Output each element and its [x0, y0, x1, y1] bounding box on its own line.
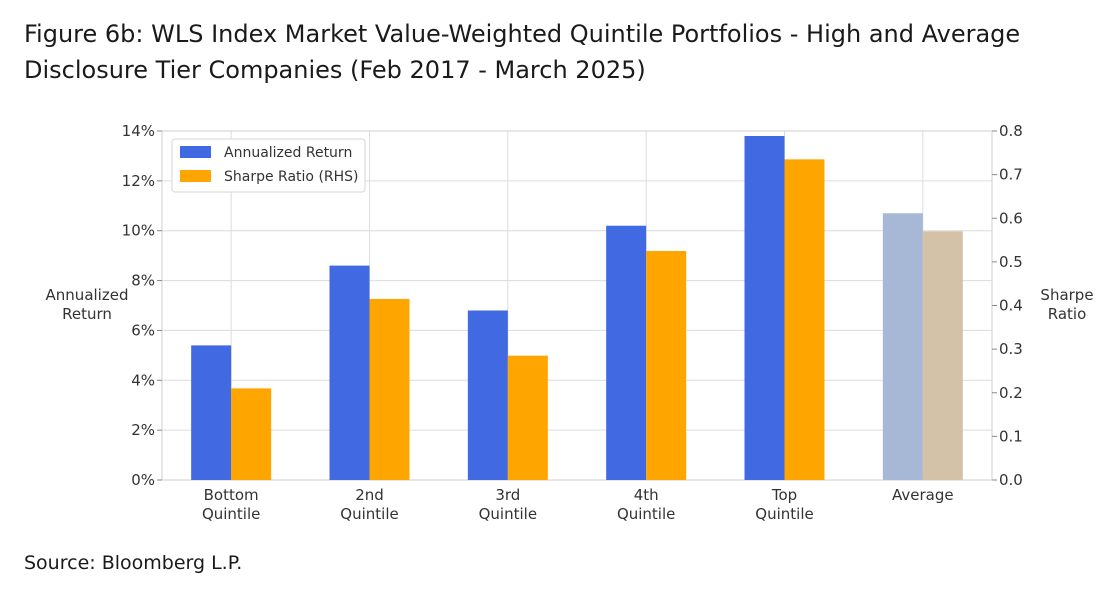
x-tick-label: Quintile [340, 505, 398, 523]
return-bar [606, 225, 647, 480]
y-left-axis-label: Return [62, 305, 112, 323]
chart-title: Figure 6b: WLS Index Market Value-Weight… [24, 16, 1084, 88]
y-left-tick-label: 8% [131, 272, 155, 290]
y-left-tick-label: 14% [122, 122, 155, 140]
x-tick-label: Top [771, 486, 797, 504]
x-tick-label: 2nd [355, 486, 384, 504]
x-tick-label: 3rd [495, 486, 520, 504]
y-left-tick-label: 10% [122, 222, 155, 240]
y-right-axis-label: Sharpe [1040, 286, 1093, 304]
y-right-axis-label: Ratio [1048, 305, 1087, 323]
return-bar [882, 213, 923, 480]
y-right-tick-label: 0.8 [999, 122, 1023, 140]
legend-swatch [180, 170, 211, 182]
y-left-tick-label: 4% [131, 371, 155, 389]
source-note: Source: Bloomberg L.P. [24, 552, 243, 574]
y-right-tick-label: 0.2 [999, 384, 1023, 402]
legend-box [171, 138, 366, 193]
y-left-tick-label: 6% [131, 321, 155, 339]
y-right-tick-label: 0.6 [999, 209, 1023, 227]
y-right-tick-label: 0.0 [999, 471, 1023, 489]
return-bar [329, 265, 370, 480]
sharpe-bar [369, 298, 410, 480]
sharpe-bar [507, 355, 548, 480]
sharpe-bar [922, 231, 963, 480]
y-left-axis-label: Annualized [46, 286, 129, 304]
return-bar [191, 345, 232, 480]
y-right-tick-label: 0.7 [999, 166, 1023, 184]
x-tick-label: Quintile [202, 505, 260, 523]
x-tick-label: Bottom [204, 486, 259, 504]
x-tick-label: Quintile [755, 505, 813, 523]
y-left-tick-label: 12% [122, 172, 155, 190]
return-bar [467, 310, 508, 480]
chart-title-line-2: Disclosure Tier Companies (Feb 2017 - Ma… [24, 56, 646, 84]
x-tick-label: 4th [634, 486, 659, 504]
y-left-tick-label: 0% [131, 471, 155, 489]
y-right-tick-label: 0.1 [999, 427, 1023, 445]
x-tick-label: Quintile [479, 505, 537, 523]
legend-label: Sharpe Ratio (RHS) [224, 169, 359, 185]
legend-label: Annualized Return [224, 145, 352, 161]
legend-swatch [180, 146, 211, 158]
y-right-tick-label: 0.4 [999, 297, 1023, 315]
x-tick-label: Quintile [617, 505, 675, 523]
sharpe-bar [784, 159, 825, 480]
y-right-tick-label: 0.3 [999, 340, 1023, 358]
x-tick-label: Average [892, 486, 954, 504]
chart-title-line-1: Figure 6b: WLS Index Market Value-Weight… [24, 20, 1021, 48]
sharpe-bar [646, 250, 687, 480]
return-bar [744, 135, 785, 480]
sharpe-bar [231, 388, 272, 480]
y-left-tick-label: 2% [131, 421, 155, 439]
y-right-tick-label: 0.5 [999, 253, 1023, 271]
